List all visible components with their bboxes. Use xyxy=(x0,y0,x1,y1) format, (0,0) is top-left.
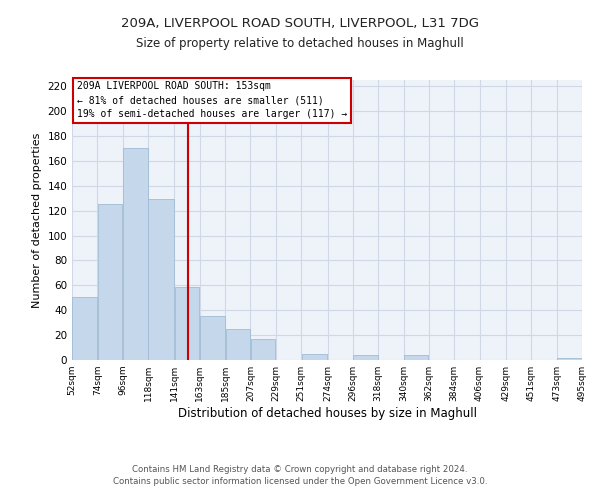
Text: 209A LIVERPOOL ROAD SOUTH: 153sqm
← 81% of detached houses are smaller (511)
19%: 209A LIVERPOOL ROAD SOUTH: 153sqm ← 81% … xyxy=(77,82,347,120)
Y-axis label: Number of detached properties: Number of detached properties xyxy=(32,132,42,308)
Bar xyxy=(200,316,224,360)
Bar xyxy=(302,354,327,360)
Text: 209A, LIVERPOOL ROAD SOUTH, LIVERPOOL, L31 7DG: 209A, LIVERPOOL ROAD SOUTH, LIVERPOOL, L… xyxy=(121,18,479,30)
Bar xyxy=(557,358,581,360)
Bar xyxy=(251,339,275,360)
Text: Size of property relative to detached houses in Maghull: Size of property relative to detached ho… xyxy=(136,38,464,51)
Bar xyxy=(226,329,250,360)
Bar xyxy=(404,355,428,360)
Bar xyxy=(98,204,122,360)
Bar xyxy=(353,355,378,360)
Bar xyxy=(123,148,148,360)
Bar xyxy=(175,286,199,360)
Text: Contains public sector information licensed under the Open Government Licence v3: Contains public sector information licen… xyxy=(113,477,487,486)
Bar xyxy=(73,296,97,360)
Text: Contains HM Land Registry data © Crown copyright and database right 2024.: Contains HM Land Registry data © Crown c… xyxy=(132,465,468,474)
X-axis label: Distribution of detached houses by size in Maghull: Distribution of detached houses by size … xyxy=(178,407,476,420)
Bar xyxy=(148,200,174,360)
